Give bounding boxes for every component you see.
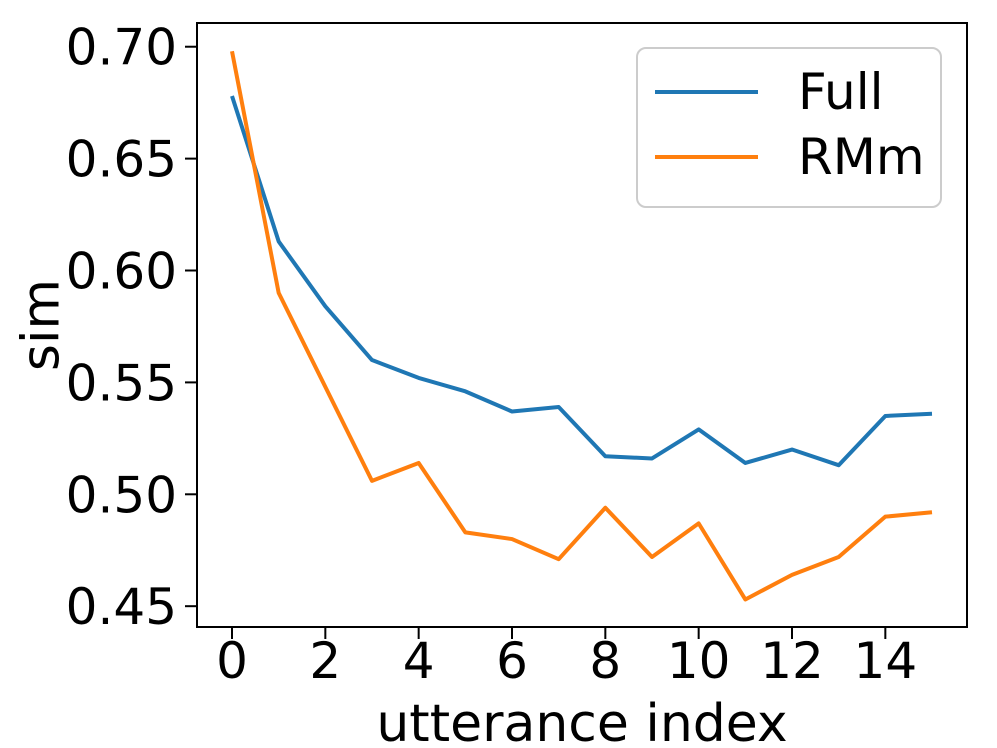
legend: Full RMm (636, 47, 942, 208)
series-line-full (230, 95, 933, 468)
legend-entry-full: Full (638, 67, 940, 117)
legend-label-full: Full (798, 62, 884, 121)
legend-line-full (655, 89, 758, 94)
series-line-rmm (230, 50, 933, 602)
x-tick-label: 6 (496, 632, 528, 690)
x-tick-label: 4 (403, 632, 435, 690)
x-tick-label: 8 (589, 632, 621, 690)
legend-entry-rmm: RMm (638, 132, 940, 182)
y-tick-label: 0.70 (66, 19, 177, 77)
y-axis-label: sim (11, 278, 72, 372)
legend-line-rmm (655, 155, 758, 160)
x-tick-label: 0 (216, 632, 248, 690)
x-tick-label: 12 (760, 632, 824, 690)
axes-spines (196, 22, 968, 628)
y-tick-label: 0.55 (66, 354, 177, 412)
y-tick-label: 0.60 (66, 243, 177, 301)
legend-label-rmm: RMm (798, 128, 925, 187)
x-tick-label: 2 (309, 632, 341, 690)
y-tick-label: 0.45 (66, 578, 177, 636)
x-axis-label: utterance index (376, 694, 788, 748)
x-tick-label: 14 (854, 632, 918, 690)
y-tick-label: 0.65 (66, 131, 177, 189)
x-tick-label: 10 (667, 632, 731, 690)
y-tick-label: 0.50 (66, 466, 177, 524)
